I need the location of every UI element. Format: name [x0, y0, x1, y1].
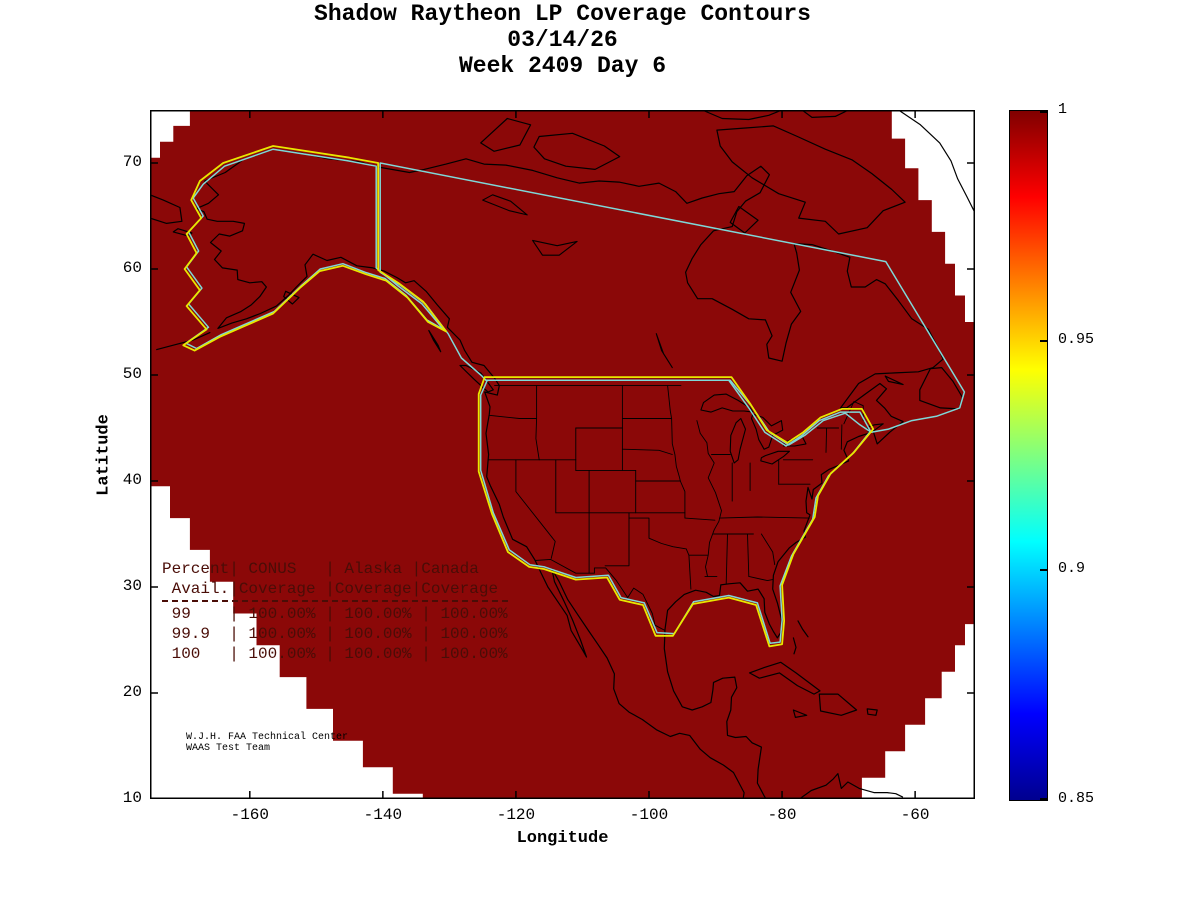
map-layer-coastline — [196, 208, 745, 799]
map-layer-lakes — [532, 239, 578, 256]
map-layer-coastline — [792, 637, 797, 655]
coverage-table: Percent| CONUS | Alaska |Canada Avail.|C… — [162, 559, 508, 664]
title-line-1: Shadow Raytheon LP Coverage Contours — [314, 1, 811, 27]
map-layer-state-borders — [604, 512, 630, 567]
coverage-table-row: Percent| CONUS | Alaska |Canada — [162, 560, 479, 578]
map-layer-islands — [792, 709, 808, 718]
x-tick-label: -100 — [629, 806, 669, 824]
colorbar-tick-label: 0.85 — [1058, 790, 1095, 807]
map-layer-conus-alaska-boundary-yellow — [182, 145, 447, 352]
map-layer-state-borders — [685, 548, 692, 590]
coverage-table-row: 99.9 | 100.00% | 100.00% | 100.00% — [162, 625, 508, 643]
y-tick-label: 30 — [122, 577, 142, 595]
colorbar-tick-mark — [1040, 111, 1047, 113]
map-layer-islands — [818, 693, 858, 716]
map-layer-state-borders — [725, 533, 728, 585]
colorbar-tick-mark — [1040, 569, 1047, 572]
colorbar-tick-mark — [1040, 798, 1047, 800]
map-layer-islands — [866, 708, 878, 716]
map-layer-coastline — [797, 620, 809, 638]
y-tick-label: 20 — [122, 683, 142, 701]
map-layer-state-borders — [488, 414, 538, 419]
y-tick-label: 10 — [122, 789, 142, 807]
map-layer-islands — [283, 290, 300, 305]
credit-line-2: WAAS Test Team — [186, 743, 271, 754]
title-line-2: 03/14/26 — [507, 27, 618, 53]
map-layer-islands — [884, 375, 904, 386]
map-layer-state-borders — [671, 418, 681, 482]
y-tick-label: 60 — [122, 259, 142, 277]
colorbar — [1009, 110, 1048, 801]
map-layer-lakes — [700, 393, 754, 413]
map-layer-islands — [428, 329, 442, 353]
map-layer-coastline — [701, 110, 783, 121]
map-layer-islands — [533, 132, 621, 170]
map-layer-lakes — [482, 194, 528, 216]
map-layer-canada-boundary-cyan — [479, 379, 872, 644]
y-tick-label: 50 — [122, 365, 142, 383]
colorbar-tick-label: 0.9 — [1058, 560, 1086, 578]
map-layer-state-borders — [535, 385, 540, 461]
map-layer-state-borders — [628, 517, 687, 550]
map-layer-coastline — [798, 773, 904, 799]
map-layer-state-borders — [719, 516, 810, 519]
map-layer-state-borders — [696, 420, 722, 577]
credit-line-1: W.J.H. FAA Technical Center — [186, 732, 349, 743]
coverage-table-row: 100 | 100.00% | 100.00% | 100.00% — [162, 645, 508, 663]
x-tick-label: -140 — [363, 806, 403, 824]
map-layer-state-borders — [515, 459, 553, 538]
map-layer-coastline — [156, 332, 211, 351]
credit-text: W.J.H. FAA Technical Center WAAS Test Te… — [186, 732, 348, 754]
map-layer-state-borders — [679, 480, 686, 519]
map-layer-state-borders — [748, 575, 774, 582]
plot-border — [150, 110, 975, 799]
map-layer-state-borders — [534, 558, 666, 631]
map-layer-state-borders — [760, 533, 776, 566]
x-tick-label: -160 — [230, 806, 269, 824]
map-layer-coastline — [150, 194, 183, 224]
map-layer-coastline — [196, 148, 944, 799]
colorbar-tick-label: 0.95 — [1058, 330, 1095, 348]
map-layer-islands — [748, 661, 821, 695]
map-layer-islands — [919, 367, 963, 410]
plot-title: Shadow Raytheon LP Coverage Contours 03/… — [150, 1, 975, 79]
map-layer-islands — [480, 117, 532, 152]
colorbar-tick-label: 1 — [1058, 101, 1068, 118]
x-tick-label: -60 — [900, 806, 930, 824]
x-tick-label: -80 — [767, 806, 797, 824]
map-layer-islands — [716, 125, 906, 235]
map-layer-state-borders — [840, 424, 843, 450]
map-layer-lakes — [760, 450, 790, 465]
map-layer-state-borders — [747, 533, 750, 577]
plot-area: Percent| CONUS | Alaska |Canada Avail.|C… — [150, 110, 975, 799]
map-layer-coastline — [897, 110, 975, 214]
map-layer-coverage-footprint — [150, 110, 975, 799]
map-layer-lakes — [655, 333, 673, 369]
x-axis-label: Longitude — [516, 829, 609, 848]
map-layer-islands — [729, 205, 759, 234]
coverage-map-svg — [150, 110, 975, 799]
coverage-table-row: Avail.|Coverage |Coverage|Coverage — [162, 580, 499, 598]
map-layer-islands — [172, 228, 193, 237]
map-layer-islands — [459, 364, 494, 393]
x-tick-label: -120 — [496, 806, 536, 824]
map-layer-state-borders — [825, 427, 828, 453]
y-tick-label: 40 — [122, 471, 142, 489]
map-layer-state-borders — [550, 536, 556, 559]
colorbar-tick-mark — [1040, 339, 1047, 342]
map-layer-state-borders — [621, 448, 673, 455]
map-layer-coastline — [801, 110, 850, 118]
map-layer-conus-alaska-boundary-yellow — [477, 376, 875, 648]
title-line-3: Week 2409 Day 6 — [458, 53, 667, 79]
coverage-table-separator — [162, 600, 508, 602]
map-layer-state-borders — [667, 385, 673, 419]
y-tick-label: 70 — [122, 153, 142, 171]
map-layer-lakes — [729, 417, 747, 464]
coverage-table-row: 99 | 100.00% | 100.00% | 100.00% — [162, 605, 508, 623]
map-layer-lakes — [750, 413, 784, 450]
map-layer-state-borders — [684, 517, 716, 521]
